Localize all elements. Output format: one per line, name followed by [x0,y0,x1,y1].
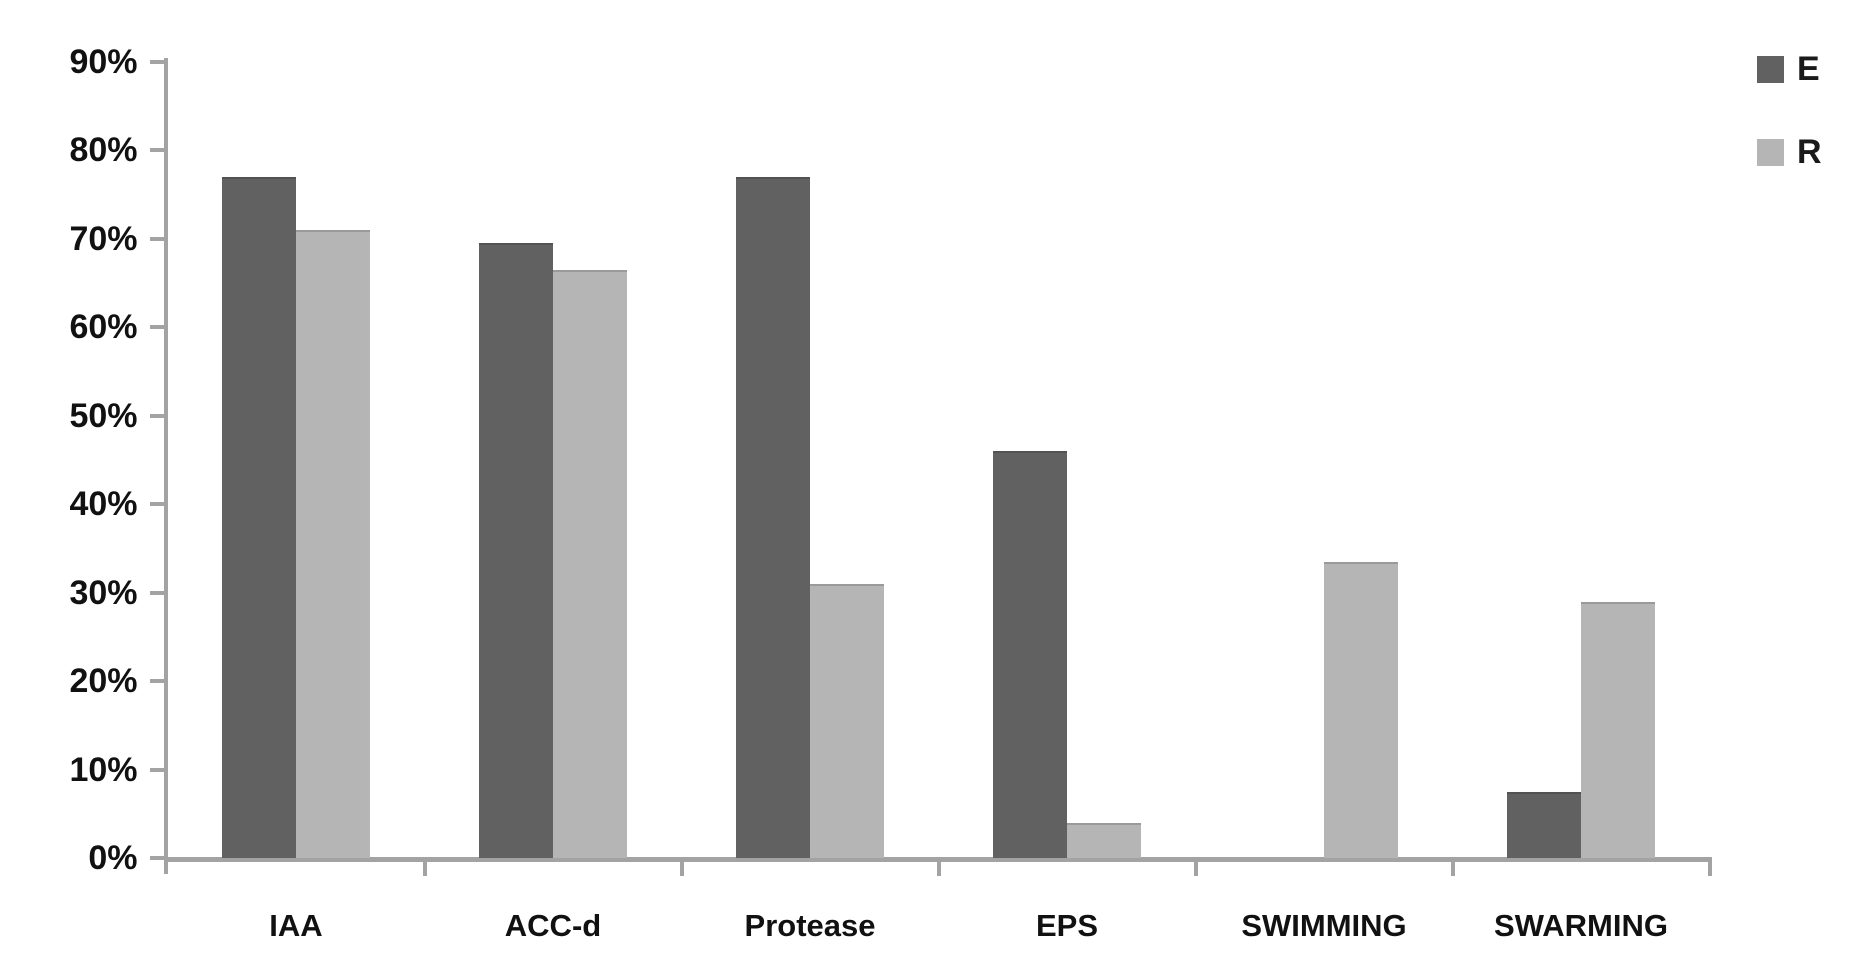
y-tick [149,413,164,418]
y-axis-tick-label: 80% [69,131,138,170]
bar-R-SWIMMING [1324,561,1398,858]
x-axis-label-iaa: IAA [269,908,323,943]
y-tick [149,325,164,330]
y-tick [149,679,164,684]
x-axis-label-swarming: SWARMING [1494,908,1668,943]
x-axis-label-acc-d: ACC-d [504,908,602,943]
bar-R-SWARMING [1581,601,1655,858]
x-axis-label-eps: EPS [1035,908,1099,943]
x-tick [1450,862,1455,876]
y-axis-tick-label: 90% [69,43,138,81]
y-axis-tick-label: 20% [69,662,138,701]
legend: E R [1757,50,1822,221]
legend-item-e: E [1757,50,1822,88]
x-axis-label-protease: Protease [744,908,876,943]
legend-label-r: R [1797,133,1822,171]
y-tick [149,148,164,153]
y-tick [149,767,164,772]
bar-R-EPS [1067,822,1141,858]
y-axis-tick-label: 10% [69,750,138,789]
y-axis-tick-label: 30% [69,573,138,612]
y-tick [149,236,164,241]
bar-E-SWARMING [1507,791,1581,858]
bar-E-ACC-d [479,243,553,858]
y-tick [149,502,164,507]
y-axis-tick-label: 0% [88,839,138,877]
y-tick [149,856,164,860]
y-axis-tick-label: 60% [69,308,138,347]
bar-R-IAA [296,230,370,858]
x-tick [422,862,427,876]
bar-E-EPS [993,451,1067,858]
x-tick [1193,862,1198,876]
x-tick [1707,862,1712,876]
y-axis-tick-label: 40% [69,485,138,524]
y-axis-tick-label: 70% [69,219,138,258]
y-tick [149,590,164,595]
x-tick [679,862,684,876]
bar-R-Protease [810,583,884,858]
legend-item-r: R [1757,133,1822,171]
bar-E-IAA [222,176,296,858]
y-axis-tick-label: 50% [69,396,138,435]
x-tick [936,862,941,876]
legend-swatch-e-icon [1757,55,1784,83]
bar-E-Protease [736,176,810,858]
y-tick [149,60,164,64]
legend-label-e: E [1797,50,1820,88]
x-axis-line [163,857,1712,862]
y-axis-line [163,58,168,874]
bar-R-ACC-d [553,269,627,858]
legend-swatch-r-icon [1757,138,1784,166]
x-axis-label-swimming: SWIMMING [1241,908,1407,943]
